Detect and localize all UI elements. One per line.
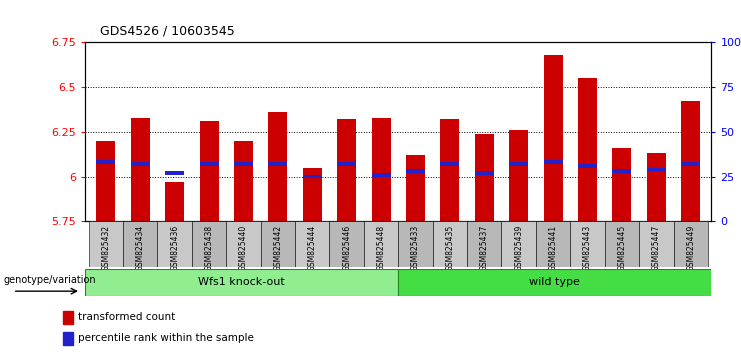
Bar xyxy=(268,112,288,221)
Bar xyxy=(330,221,364,267)
Bar xyxy=(364,221,399,267)
Bar xyxy=(268,162,288,166)
Text: percentile rank within the sample: percentile rank within the sample xyxy=(78,333,253,343)
Text: GSM825449: GSM825449 xyxy=(686,225,695,271)
Bar xyxy=(89,221,123,267)
Text: genotype/variation: genotype/variation xyxy=(4,275,96,285)
Text: GSM825435: GSM825435 xyxy=(445,225,454,271)
Bar xyxy=(605,221,639,267)
Bar xyxy=(372,173,391,177)
Bar xyxy=(406,170,425,173)
Bar xyxy=(475,134,494,221)
Bar xyxy=(226,221,261,267)
Bar xyxy=(303,175,322,178)
Text: GSM825433: GSM825433 xyxy=(411,225,420,271)
Bar xyxy=(372,118,391,221)
Bar xyxy=(647,167,665,171)
Bar xyxy=(165,182,184,221)
Bar xyxy=(303,168,322,221)
Bar xyxy=(85,269,399,296)
Text: GSM825434: GSM825434 xyxy=(136,225,144,271)
Bar xyxy=(192,221,226,267)
Bar xyxy=(571,221,605,267)
Bar xyxy=(544,160,562,164)
Text: GSM825444: GSM825444 xyxy=(308,225,317,271)
Bar xyxy=(613,148,631,221)
Text: GSM825445: GSM825445 xyxy=(617,225,626,271)
Bar xyxy=(440,162,459,166)
Text: Wfs1 knock-out: Wfs1 knock-out xyxy=(199,277,285,287)
Text: GSM825446: GSM825446 xyxy=(342,225,351,271)
Bar xyxy=(337,162,356,166)
Bar xyxy=(399,269,711,296)
Bar xyxy=(406,155,425,221)
Bar xyxy=(337,119,356,221)
Text: GSM825448: GSM825448 xyxy=(376,225,385,271)
Bar xyxy=(639,221,674,267)
Bar xyxy=(681,102,700,221)
Bar xyxy=(502,221,536,267)
Bar xyxy=(96,160,116,164)
Bar xyxy=(578,164,597,167)
Bar xyxy=(123,221,157,267)
Bar xyxy=(536,221,571,267)
Bar xyxy=(199,162,219,166)
Text: GSM825436: GSM825436 xyxy=(170,225,179,271)
Text: GSM825441: GSM825441 xyxy=(548,225,558,271)
Bar xyxy=(544,55,562,221)
Bar xyxy=(440,119,459,221)
Text: wild type: wild type xyxy=(529,277,580,287)
Bar xyxy=(131,118,150,221)
Text: GSM825432: GSM825432 xyxy=(102,225,110,271)
Bar xyxy=(578,78,597,221)
Text: GSM825437: GSM825437 xyxy=(479,225,489,271)
Bar xyxy=(234,141,253,221)
Bar xyxy=(613,170,631,173)
Bar xyxy=(157,221,192,267)
Bar xyxy=(475,171,494,175)
Text: GSM825447: GSM825447 xyxy=(652,225,661,271)
Bar xyxy=(433,221,467,267)
Text: GSM825443: GSM825443 xyxy=(583,225,592,271)
Text: GSM825439: GSM825439 xyxy=(514,225,523,271)
Bar xyxy=(234,162,253,166)
Bar xyxy=(681,162,700,166)
Bar xyxy=(63,332,73,345)
Text: transformed count: transformed count xyxy=(78,312,175,322)
Bar xyxy=(295,221,330,267)
Bar xyxy=(96,141,116,221)
Bar xyxy=(199,121,219,221)
Bar xyxy=(165,171,184,175)
Bar xyxy=(131,162,150,166)
Bar xyxy=(399,221,433,267)
Bar xyxy=(674,221,708,267)
Bar xyxy=(467,221,502,267)
Bar xyxy=(63,311,73,324)
Bar xyxy=(509,130,528,221)
Bar xyxy=(261,221,295,267)
Bar xyxy=(509,162,528,166)
Text: GSM825442: GSM825442 xyxy=(273,225,282,271)
Text: GDS4526 / 10603545: GDS4526 / 10603545 xyxy=(100,25,235,38)
Text: GSM825438: GSM825438 xyxy=(205,225,213,271)
Bar xyxy=(647,153,665,221)
Text: GSM825440: GSM825440 xyxy=(239,225,248,271)
